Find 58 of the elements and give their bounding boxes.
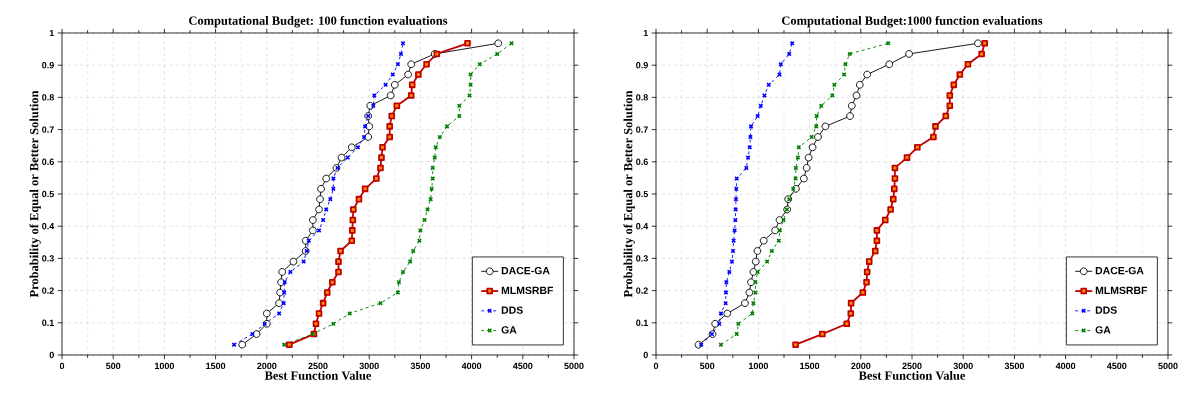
x-tick-label: 1500 bbox=[800, 362, 820, 370]
y-tick-label: 0.7 bbox=[42, 126, 54, 133]
y-tick-label: 0 bbox=[49, 351, 54, 359]
x-tick-label: 3500 bbox=[1004, 362, 1025, 370]
x-tick-label: 4500 bbox=[512, 362, 533, 370]
x-tick-label: 500 bbox=[700, 362, 715, 370]
x-axis-title: Best Function Value bbox=[858, 370, 966, 380]
y-tick-label: 0.7 bbox=[636, 126, 648, 133]
y-tick-label: 0.9 bbox=[636, 62, 648, 69]
x-tick-label: 3000 bbox=[359, 362, 379, 370]
y-tick-label: 1 bbox=[49, 29, 54, 37]
y-axis-title: Probability of Equal or Better Solution bbox=[623, 90, 635, 298]
legend-label: DACE-GA bbox=[1095, 266, 1144, 275]
y-tick-label: 0.3 bbox=[636, 255, 648, 262]
legend-label: MLMSRBF bbox=[501, 286, 554, 295]
y-tick-label: 0.5 bbox=[636, 190, 648, 198]
legend-label: DACE-GA bbox=[501, 266, 550, 275]
y-tick-label: 0.1 bbox=[636, 319, 648, 326]
y-tick-label: 1 bbox=[643, 29, 648, 37]
x-tick-label: 1500 bbox=[206, 362, 226, 370]
y-tick-label: 0 bbox=[643, 351, 648, 359]
legend-label: DDS bbox=[1095, 306, 1117, 314]
y-tick-label: 0.6 bbox=[42, 158, 54, 165]
y-tick-label: 0.4 bbox=[42, 223, 55, 230]
x-tick-label: 2500 bbox=[308, 362, 328, 370]
x-tick-label: 500 bbox=[106, 362, 121, 370]
x-tick-label: 0 bbox=[653, 362, 659, 370]
legend-label: GA bbox=[501, 326, 517, 334]
x-tick-label: 5000 bbox=[1158, 362, 1178, 370]
x-tick-label: 4000 bbox=[461, 362, 482, 370]
x-tick-label: 1000 bbox=[749, 362, 769, 370]
x-tick-label: 2000 bbox=[851, 362, 871, 370]
x-tick-label: 2500 bbox=[902, 362, 922, 370]
y-tick-label: 0.2 bbox=[636, 287, 648, 294]
y-tick-label: 0.6 bbox=[636, 158, 648, 165]
y-tick-label: 0.2 bbox=[42, 287, 54, 294]
x-tick-label: 3500 bbox=[410, 362, 431, 370]
legend-label: MLMSRBF bbox=[1095, 286, 1148, 295]
y-tick-label: 0.8 bbox=[42, 94, 54, 101]
x-tick-label: 2000 bbox=[257, 362, 277, 370]
x-tick-label: 5000 bbox=[564, 362, 584, 370]
y-tick-label: 0.4 bbox=[636, 223, 649, 230]
y-axis-title: Probability of Equal or Better Solution bbox=[29, 90, 41, 298]
x-tick-label: 3000 bbox=[953, 362, 973, 370]
x-axis-title: Best Function Value bbox=[264, 370, 372, 380]
chart-title: Computational Budget: 100 function evaluations bbox=[189, 15, 448, 28]
y-tick-label: 0.9 bbox=[42, 62, 54, 69]
x-tick-label: 4500 bbox=[1106, 362, 1127, 370]
y-tick-label: 0.1 bbox=[42, 319, 54, 326]
y-tick-label: 0.3 bbox=[42, 255, 54, 262]
y-tick-label: 0.5 bbox=[42, 190, 54, 198]
x-tick-label: 1000 bbox=[154, 362, 175, 370]
legend-label: GA bbox=[1095, 326, 1111, 334]
chart-title: Computational Budget:1000 function evaluations bbox=[782, 15, 1043, 28]
legend-label: DDS bbox=[501, 306, 523, 314]
y-tick-label: 0.8 bbox=[636, 94, 648, 101]
x-tick-label: 0 bbox=[59, 362, 65, 370]
x-tick-label: 4000 bbox=[1055, 362, 1076, 370]
